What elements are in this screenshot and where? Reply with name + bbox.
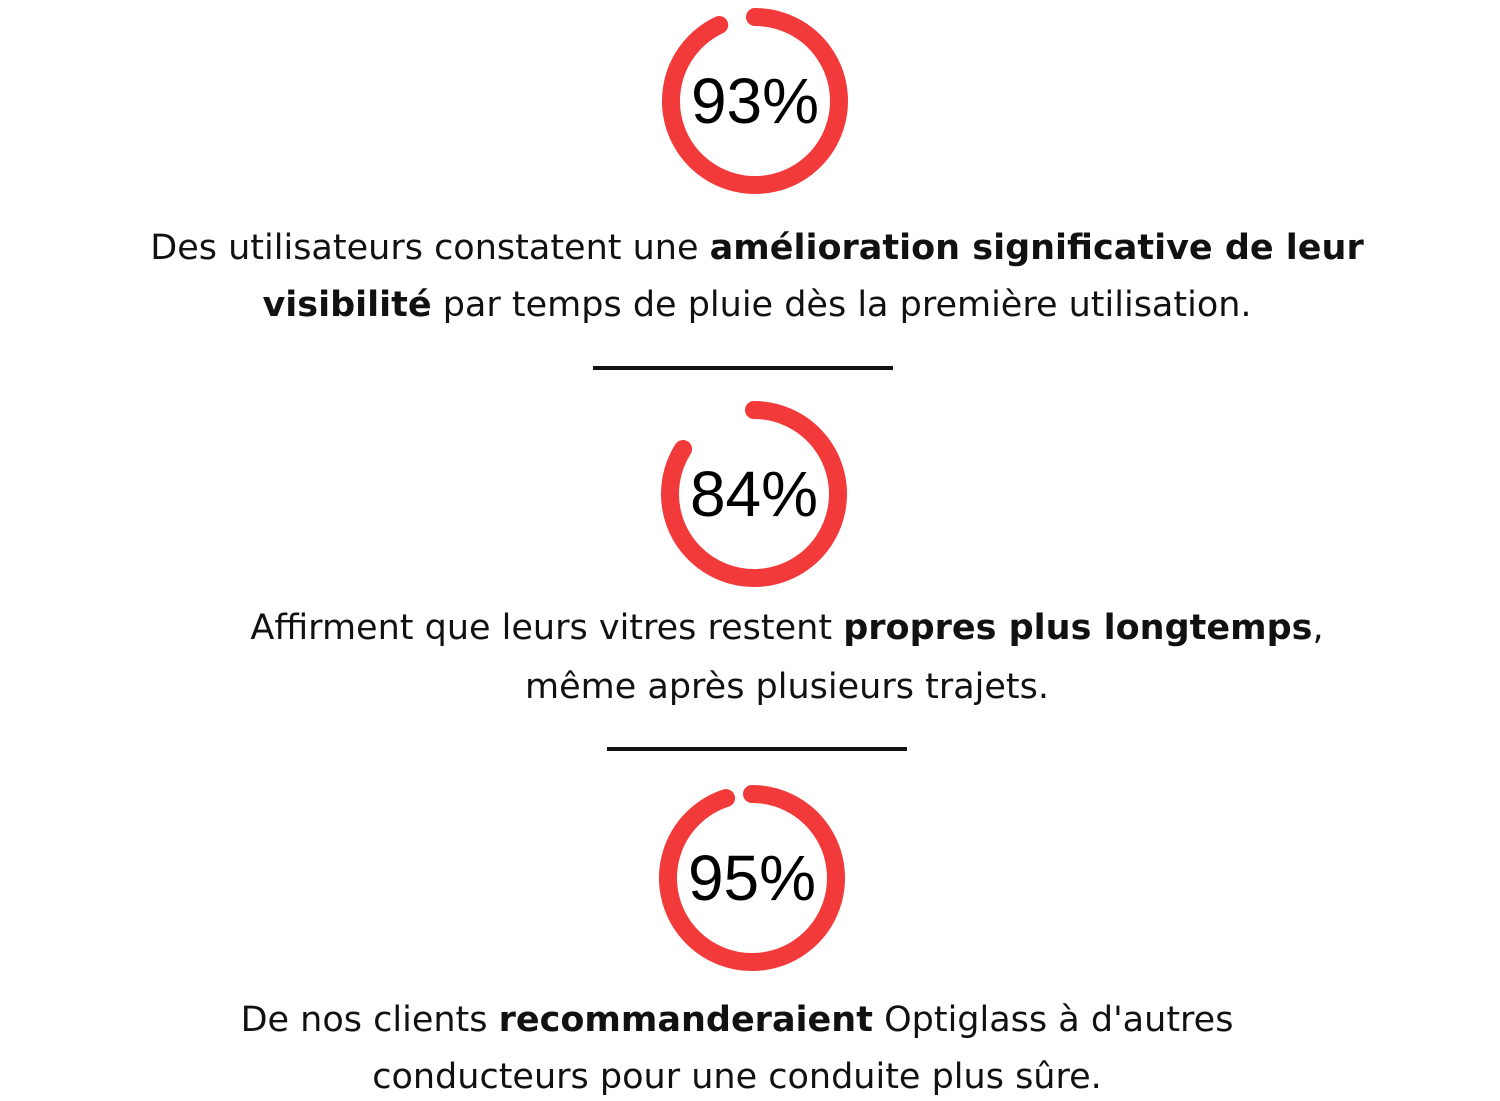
percent-label: 84% (690, 458, 818, 530)
description-line: Des utilisateurs constatent une améliora… (150, 228, 1363, 268)
percent-label: 93% (691, 65, 819, 137)
bold-text: visibilité (262, 285, 432, 325)
description-line: Affirment que leurs vitres restent propr… (250, 608, 1323, 648)
progress-ring (659, 785, 845, 971)
text: conducteurs pour une conduite plus sûre. (372, 1057, 1102, 1097)
description-line: De nos clients recommanderaient Optiglas… (241, 1000, 1234, 1040)
bold-text: propres plus longtemps (843, 608, 1313, 648)
bold-text: recommanderaient (498, 1000, 873, 1040)
description-line: même après plusieurs trajets. (525, 667, 1049, 707)
text: Affirment que leurs vitres restent (250, 608, 844, 648)
progress-ring (662, 8, 848, 194)
text: Des utilisateurs constatent une (150, 228, 710, 268)
description-line: conducteurs pour une conduite plus sûre. (372, 1057, 1102, 1097)
text: De nos clients (240, 1000, 499, 1040)
text: , (1312, 608, 1324, 648)
progress-ring (661, 401, 847, 587)
text: par temps de pluie dès la première utili… (431, 285, 1252, 325)
text: même après plusieurs trajets. (524, 667, 1050, 707)
percent-label: 95% (688, 842, 816, 914)
bold-text: amélioration significative de leur (709, 228, 1364, 268)
description-line: visibilité par temps de pluie dès la pre… (262, 285, 1251, 325)
text: Optiglass à d'autres (872, 1000, 1234, 1040)
